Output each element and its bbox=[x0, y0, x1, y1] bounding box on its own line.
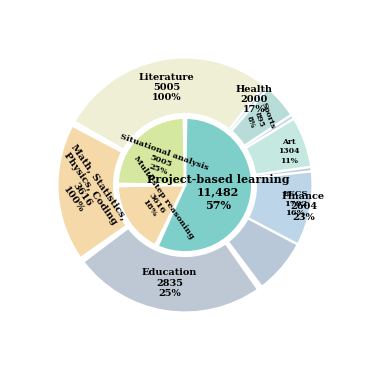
Text: Literature
5005
100%: Literature 5005 100% bbox=[138, 73, 194, 102]
Text: Sports
895
8%: Sports 895 8% bbox=[242, 102, 277, 137]
Wedge shape bbox=[74, 57, 265, 150]
Wedge shape bbox=[118, 118, 185, 185]
Wedge shape bbox=[248, 171, 313, 245]
Text: Project-based learning
11,482
57%: Project-based learning 11,482 57% bbox=[147, 174, 289, 211]
Wedge shape bbox=[157, 118, 252, 252]
Text: Health
2000
17%: Health 2000 17% bbox=[236, 85, 273, 114]
Text: Art
1304
11%: Art 1304 11% bbox=[278, 138, 300, 165]
Wedge shape bbox=[245, 118, 311, 175]
Text: Situational analysis
5005
25%: Situational analysis 5005 25% bbox=[113, 133, 210, 189]
Text: Finance
2604
23%: Finance 2604 23% bbox=[282, 192, 325, 222]
Text: Education
2835
25%: Education 2835 25% bbox=[142, 268, 197, 298]
Wedge shape bbox=[186, 57, 296, 150]
Wedge shape bbox=[231, 88, 292, 146]
Text: Math, Statistics,
Physics, Coding
3616
100%: Math, Statistics, Physics, Coding 3616 1… bbox=[44, 143, 128, 240]
Text: EECS
1792
16%: EECS 1792 16% bbox=[282, 191, 308, 217]
Wedge shape bbox=[83, 228, 258, 313]
Text: Multi-step reasoning
3616
18%: Multi-step reasoning 3616 18% bbox=[117, 155, 196, 251]
Wedge shape bbox=[118, 185, 185, 245]
Wedge shape bbox=[57, 125, 127, 258]
Wedge shape bbox=[228, 125, 313, 287]
